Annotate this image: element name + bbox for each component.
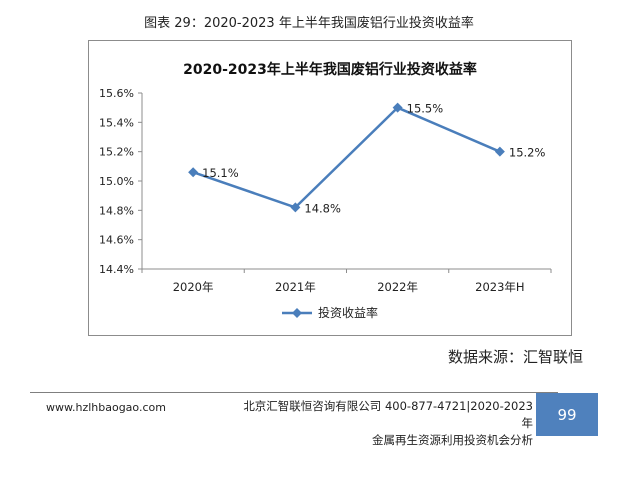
y-tick-label: 15.4% [99, 116, 134, 129]
y-tick-label: 15.0% [99, 175, 134, 188]
data-label: 14.8% [304, 201, 341, 215]
x-tick-label: 2020年 [173, 280, 214, 294]
y-tick-label: 14.6% [99, 234, 134, 247]
axes: 14.4% 14.6% 14.8% 15.0% 15.2% 15.4% 15.6% 2020年… [99, 87, 552, 294]
data-point [494, 146, 505, 157]
footer-website: www.hzlhbaogao.com [46, 401, 166, 414]
y-tick-label: 15.6% [99, 87, 134, 100]
chart-frame: 2020-2023年上半年我国废铝行业投资收益率 14.4% 14.6% 14.8%… [88, 40, 572, 336]
data-point [392, 102, 403, 113]
legend-label: 投资收益率 [318, 305, 378, 320]
footer-line-1: 北京汇智联恒咨询有限公司 400-877-4721|2020-2023 年 [243, 399, 533, 430]
legend: 投资收益率 [282, 305, 378, 320]
footer-info: 北京汇智联恒咨询有限公司 400-877-4721|2020-2023 年 金属… [238, 398, 533, 449]
figure-caption: 图表 29：2020-2023 年上半年我国废铝行业投资收益率 [144, 16, 474, 31]
chart-title: 2020-2023年上半年我国废铝行业投资收益率 [183, 61, 477, 78]
series-group: 15.1% 14.8% 15.5% 15.2% [188, 102, 546, 215]
data-label: 15.2% [509, 146, 546, 160]
data-label: 15.1% [202, 166, 239, 180]
data-point [290, 202, 301, 213]
footer-line-2: 金属再生资源利用投资机会分析 [372, 433, 533, 447]
x-tick-label: 2021年 [275, 280, 316, 294]
data-point [188, 167, 199, 178]
footer-divider [30, 392, 558, 393]
data-label: 15.5% [407, 102, 444, 116]
y-tick-label: 14.4% [99, 263, 134, 276]
y-tick-label: 14.8% [99, 204, 134, 217]
x-tick-label: 2023年H [475, 280, 524, 294]
page-number: 99 [536, 393, 598, 436]
source-note: 数据来源：汇智联恒 [448, 348, 584, 366]
line-chart: 2020-2023年上半年我国废铝行业投资收益率 14.4% 14.6% 14.8%… [99, 61, 552, 320]
x-tick-label: 2022年 [377, 280, 418, 294]
series-line [192, 106, 501, 209]
y-tick-label: 15.2% [99, 146, 134, 159]
legend-marker [292, 308, 302, 318]
